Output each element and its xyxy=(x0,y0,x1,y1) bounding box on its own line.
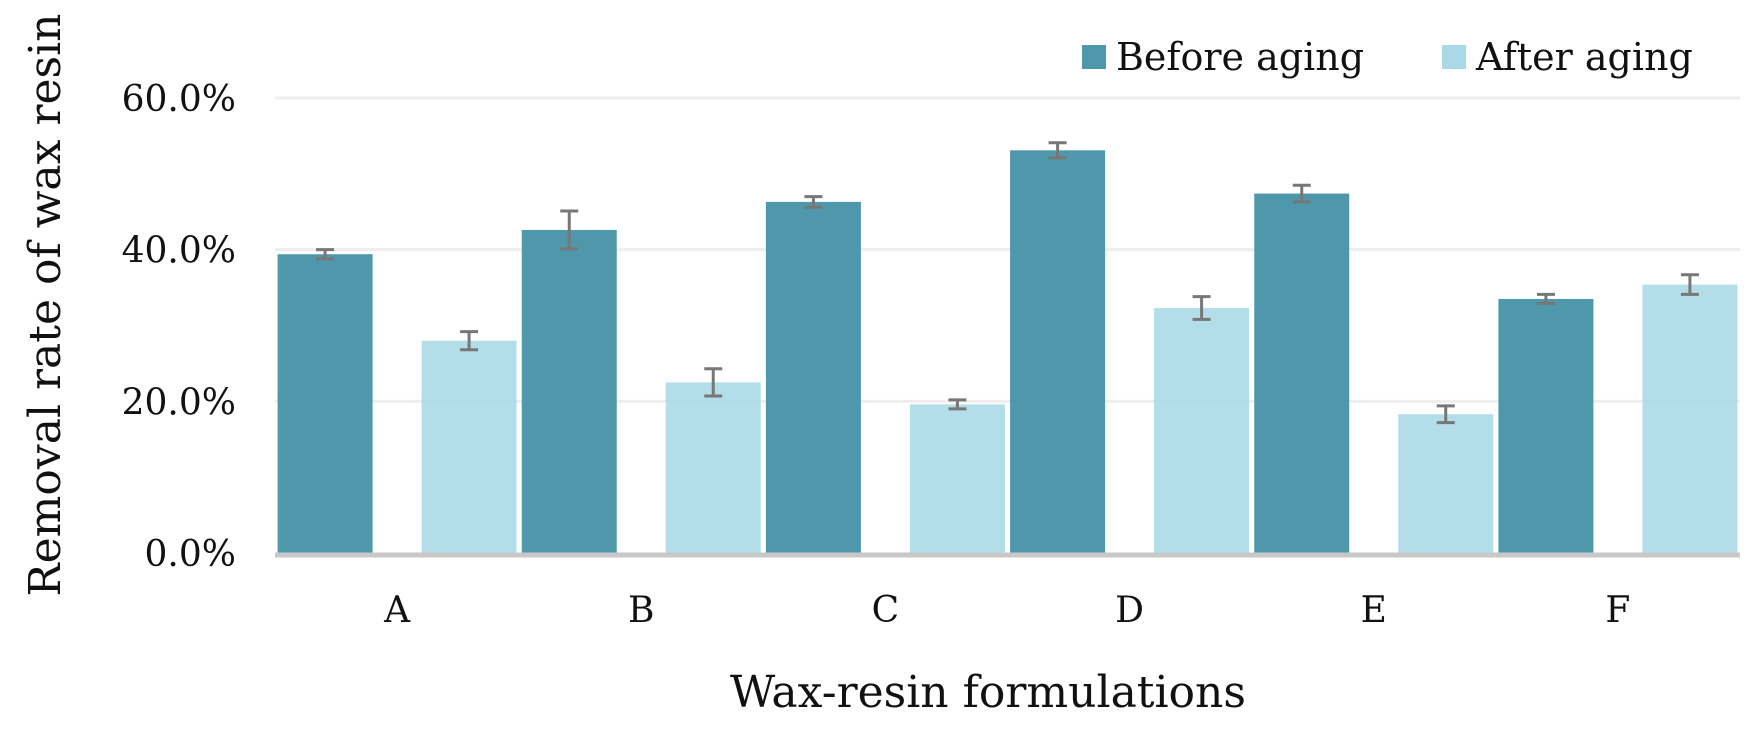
error-bar xyxy=(804,195,823,209)
y-tick-label: 20.0% xyxy=(122,382,236,423)
legend-item: Before aging xyxy=(1082,35,1364,79)
error-bar xyxy=(1192,295,1211,321)
bar-after-aging-A xyxy=(421,340,517,553)
x-tick-label: E xyxy=(1361,590,1387,631)
x-tick-label: D xyxy=(1115,590,1144,631)
x-tick-labels: A B C D E F xyxy=(383,590,1630,631)
y-tick-label: 0.0% xyxy=(145,534,236,575)
error-bar xyxy=(1536,292,1555,306)
bar-before-aging-C xyxy=(765,201,861,553)
x-tick-label: A xyxy=(383,590,411,631)
error-bar xyxy=(1680,273,1699,296)
legend-item: After aging xyxy=(1442,35,1693,79)
error-bar xyxy=(704,367,723,398)
legend-label: Before aging xyxy=(1116,35,1364,79)
y-tick-label: 60.0% xyxy=(122,79,236,120)
x-tick-label: B xyxy=(628,590,654,631)
bar-after-aging-C xyxy=(909,404,1005,553)
y-tick-labels: 0.0% 20.0% 40.0% 60.0% xyxy=(122,79,236,575)
bar-before-aging-D xyxy=(1010,150,1106,553)
bar-after-aging-F xyxy=(1642,284,1738,553)
bar-after-aging-D xyxy=(1154,308,1250,553)
legend-swatch xyxy=(1442,45,1466,69)
legend-swatch xyxy=(1082,45,1106,69)
error-bar xyxy=(560,209,579,251)
bar-after-aging-B xyxy=(665,382,761,553)
error-bar xyxy=(1436,404,1455,425)
bar-before-aging-A xyxy=(277,254,373,553)
error-bar xyxy=(1292,183,1311,204)
y-tick-label: 40.0% xyxy=(122,231,236,272)
x-tick-label: C xyxy=(872,590,900,631)
bar-before-aging-F xyxy=(1498,298,1594,553)
legend: Before aging After aging xyxy=(1082,35,1693,79)
bar-before-aging-B xyxy=(521,229,617,553)
error-bar xyxy=(1048,141,1067,160)
y-axis-title: Removal rate of wax resin xyxy=(20,13,71,596)
error-bar xyxy=(460,330,479,352)
grid-lines xyxy=(275,96,1740,403)
error-bar xyxy=(316,248,335,261)
bars xyxy=(277,150,1738,554)
x-tick-label: F xyxy=(1605,590,1630,631)
legend-label: After aging xyxy=(1475,35,1693,79)
bar-before-aging-E xyxy=(1254,193,1350,554)
error-bar xyxy=(948,398,967,411)
error-bars xyxy=(316,141,1699,425)
bar-after-aging-E xyxy=(1398,414,1494,553)
x-axis-title: Wax-resin formulations xyxy=(730,667,1246,718)
